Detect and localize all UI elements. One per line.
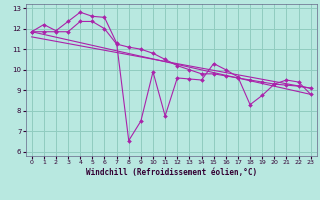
X-axis label: Windchill (Refroidissement éolien,°C): Windchill (Refroidissement éolien,°C) [86,168,257,177]
